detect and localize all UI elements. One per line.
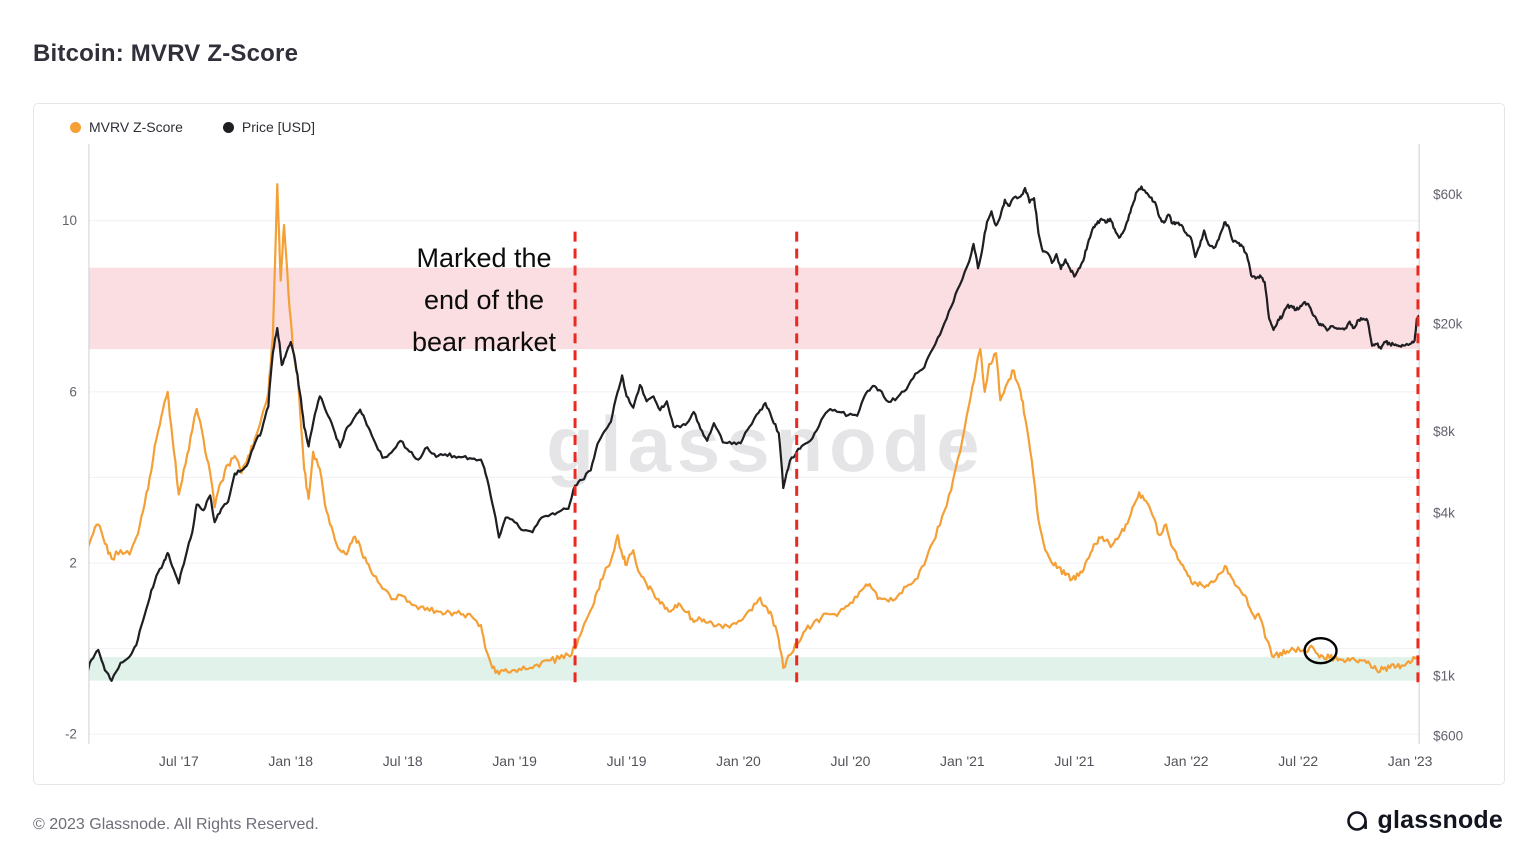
x-axis-tick: Jul '22 <box>1278 753 1318 769</box>
x-axis-tick: Jul '19 <box>607 753 647 769</box>
x-axis-tick: Jul '18 <box>383 753 423 769</box>
x-axis-tick: Jul '20 <box>830 753 870 769</box>
x-axis-tick: Jul '21 <box>1054 753 1094 769</box>
circle-annotation <box>1303 637 1338 665</box>
left-axis-tick: 10 <box>62 213 77 228</box>
legend-item-mvrv-zscore[interactable]: MVRV Z-Score <box>70 119 183 135</box>
right-axis-tick: $4k <box>1433 506 1455 521</box>
x-axis-tick: Jan '19 <box>492 753 537 769</box>
overvaluation-band <box>88 267 1420 350</box>
right-axis-tick: $1k <box>1433 669 1455 684</box>
right-axis-tick: $60k <box>1433 187 1462 202</box>
glassnode-watermark: glassnode <box>546 402 985 488</box>
right-axis-tick: $600 <box>1433 729 1463 744</box>
series-price-usd- <box>88 185 1420 682</box>
legend-item-price[interactable]: Price [USD] <box>222 119 315 135</box>
glassnode-logo-text: glassnode <box>1377 806 1503 834</box>
legend-swatch-mvrv-icon <box>70 121 81 133</box>
page-title: Bitcoin: MVRV Z-Score <box>33 40 299 67</box>
chart-canvas[interactable]: glassnode 10 6 2 -2 $60k $20k $8k $4k $1k $600 Jul … <box>34 104 1502 782</box>
glassnode-logo: glassnode <box>1345 806 1503 835</box>
x-axis-tick: Jan '21 <box>940 753 985 769</box>
x-axis-tick: Jan '20 <box>716 753 761 769</box>
left-axis-tick: 2 <box>69 555 77 570</box>
x-axis-tick: Jan '23 <box>1388 753 1433 769</box>
glassnode-logo-icon <box>1346 810 1367 831</box>
chart-legend: MVRV Z-Score Price [USD] <box>70 119 315 135</box>
left-axis-tick: 6 <box>69 384 77 399</box>
right-axis-tick: $8k <box>1433 424 1455 439</box>
x-axis-tick: Jan '18 <box>268 753 313 769</box>
legend-label-mvrv: MVRV Z-Score <box>89 119 183 135</box>
series-mvrv-z-score <box>88 183 1418 676</box>
legend-label-price: Price [USD] <box>241 119 315 135</box>
copyright-text: © 2023 Glassnode. All Rights Reserved. <box>33 816 319 833</box>
legend-swatch-price-icon <box>222 121 234 133</box>
chart-card: MVRV Z-Score Price [USD] glassnode 10 6 2 -2… <box>33 103 1505 785</box>
x-axis-tick: Jan '22 <box>1164 753 1209 769</box>
undervaluation-band <box>88 657 1420 681</box>
left-axis-tick: -2 <box>65 727 77 742</box>
right-axis-tick: $20k <box>1433 316 1462 331</box>
x-axis-tick: Jul '17 <box>159 753 199 769</box>
